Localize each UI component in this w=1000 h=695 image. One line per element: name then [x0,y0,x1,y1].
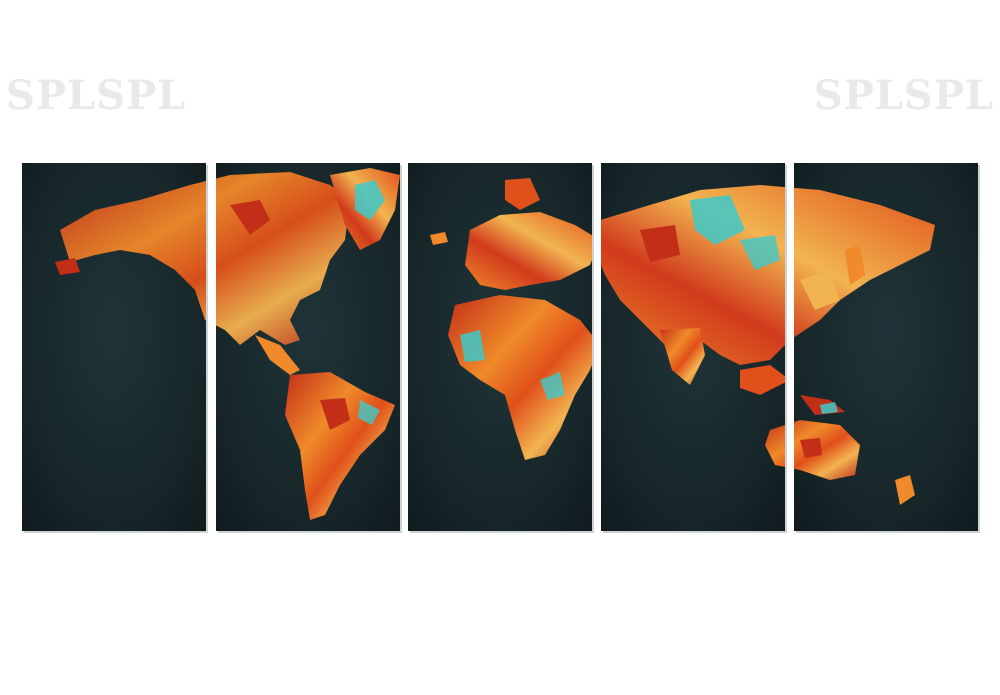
watermark-right: SPLSPL [813,72,994,119]
canvas-panel-4 [601,163,787,533]
canvas-panel-5 [794,163,980,533]
canvas-panel-3 [408,163,594,533]
watermark-left: SPLSPL [6,72,187,119]
canvas-panel-1 [22,163,208,533]
canvas-panel-2 [216,163,402,533]
